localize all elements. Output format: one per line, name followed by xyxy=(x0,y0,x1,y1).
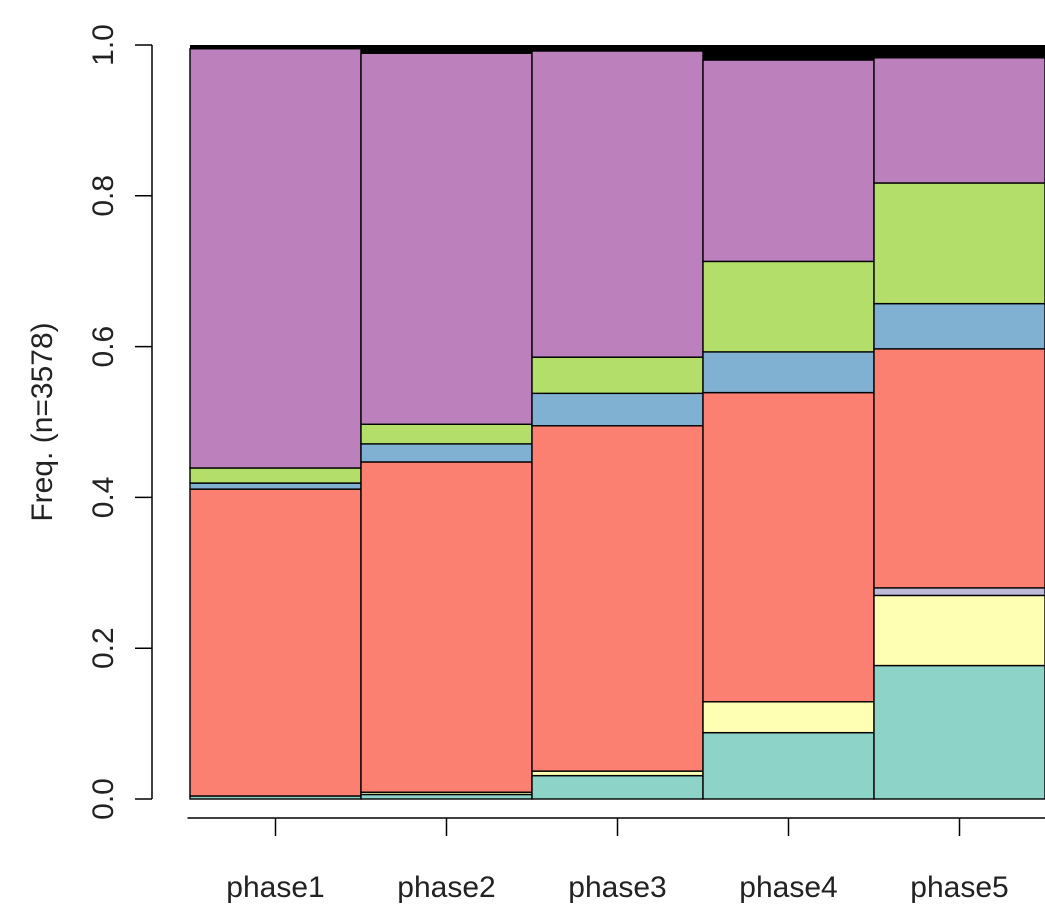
y-tick-label: 0.0 xyxy=(87,778,120,820)
bar-segment-phase2-4 xyxy=(360,443,533,463)
bar-segment-phase5-4 xyxy=(873,302,1045,350)
bar-segment-phase2-6 xyxy=(360,52,533,425)
y-tick-label: 0.6 xyxy=(87,326,120,368)
bar-segment-phase5-6 xyxy=(873,57,1045,184)
x-tick-label-phase3: phase3 xyxy=(568,871,666,904)
bar-segment-phase3-4 xyxy=(531,392,704,427)
bar-segment-phase3-3 xyxy=(531,425,704,772)
bar-group-phase3 xyxy=(531,45,704,800)
bars-layer xyxy=(189,45,1045,800)
bar-segment-phase3-0 xyxy=(531,774,704,800)
y-tick-label: 0.4 xyxy=(87,477,120,519)
bar-segment-phase1-3 xyxy=(189,488,362,797)
bar-cap-phase3 xyxy=(532,45,703,52)
bar-group-phase4 xyxy=(702,45,875,800)
bar-segment-phase5-2 xyxy=(873,587,1045,597)
y-tick-label: 1.0 xyxy=(87,24,120,66)
y-tick-label: 0.2 xyxy=(87,627,120,669)
bar-cap-phase2 xyxy=(361,45,532,54)
bar-segment-phase5-5 xyxy=(873,182,1045,305)
bar-segment-phase4-0 xyxy=(702,731,875,800)
bar-segment-phase5-3 xyxy=(873,348,1045,589)
bar-segment-phase5-0 xyxy=(873,664,1045,800)
bar-cap-phase1 xyxy=(190,45,361,49)
x-tick-label-phase4: phase4 xyxy=(739,871,837,904)
bar-segment-phase1-5 xyxy=(189,467,362,484)
bar-cap-phase5 xyxy=(874,45,1045,58)
bar-segment-phase4-6 xyxy=(702,59,875,263)
x-tick-label-phase2: phase2 xyxy=(397,871,495,904)
bar-segment-phase5-1 xyxy=(873,594,1045,667)
bar-segment-phase4-3 xyxy=(702,391,875,703)
bar-segment-phase4-5 xyxy=(702,260,875,353)
bar-cap-phase4 xyxy=(703,45,874,61)
bar-segment-phase2-5 xyxy=(360,423,533,445)
y-axis-title: Freq. (n=3578) xyxy=(26,322,59,521)
bar-segment-phase1-6 xyxy=(189,48,362,469)
x-tick-label-phase1: phase1 xyxy=(226,871,324,904)
bar-group-phase2 xyxy=(360,45,533,800)
x-axis: phase1 phase2 phase3 phase4 phase5 xyxy=(187,817,1045,904)
y-tick-label: 0.8 xyxy=(87,175,120,217)
bar-segment-phase1-4 xyxy=(189,482,362,490)
bar-segment-phase3-6 xyxy=(531,50,704,358)
bar-segment-phase2-3 xyxy=(360,461,533,793)
bar-group-phase5 xyxy=(873,45,1045,800)
bar-segment-phase4-4 xyxy=(702,351,875,394)
bar-group-phase1 xyxy=(189,45,362,800)
bar-segment-phase4-1 xyxy=(702,701,875,734)
y-axis: 0.0 0.2 0.4 0.6 0.8 1.0 xyxy=(87,24,153,820)
bar-segment-phase3-5 xyxy=(531,356,704,395)
x-tick-label-phase5: phase5 xyxy=(910,871,1008,904)
